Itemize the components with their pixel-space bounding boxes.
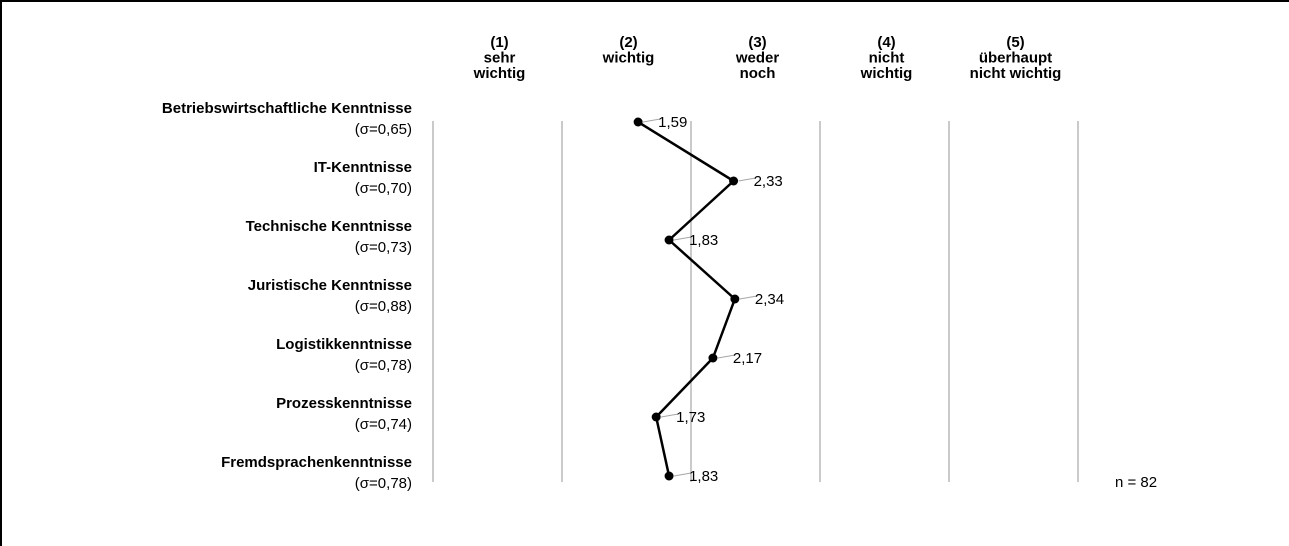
scale-header-line: wichtig <box>602 50 655 67</box>
label-leader <box>739 295 757 300</box>
category-label: Logistikkenntnisse <box>276 336 412 353</box>
sample-size-note: n = 82 <box>1115 474 1157 491</box>
category-sigma: (σ=0,78) <box>355 357 412 374</box>
category-label: Prozesskenntnisse <box>276 395 412 412</box>
scale-header-line: wichtig <box>860 65 913 82</box>
data-label: 1,83 <box>689 232 718 249</box>
label-leader <box>673 472 692 477</box>
scale-header-line: weder <box>735 50 780 67</box>
data-label: 2,17 <box>733 350 762 367</box>
scale-headers: (1) sehr wichtig(2) wichtig(3) weder noch(4) n… <box>473 34 1062 82</box>
scale-header-line: nicht wichtig <box>970 65 1062 82</box>
scale-header-line: (4) <box>877 34 895 51</box>
data-point <box>708 353 718 363</box>
scale-header-line: sehr <box>484 50 516 67</box>
category-sigma: (σ=0,70) <box>355 180 412 197</box>
scale-header-line: noch <box>740 65 776 82</box>
label-leader <box>717 354 736 359</box>
scale-header-5: (5) überhaupt nicht wichtig <box>970 34 1062 82</box>
category-label: Fremdsprachenkenntnisse <box>221 454 412 471</box>
data-label: 1,59 <box>658 114 687 131</box>
scale-header-line: überhaupt <box>979 50 1052 67</box>
data-point <box>664 471 674 481</box>
category-sigma: (σ=0,78) <box>355 475 412 492</box>
frame-corner <box>1287 0 1289 2</box>
scale-header-4: (4) nicht wichtig <box>860 34 913 82</box>
label-leader <box>738 177 756 182</box>
data-point <box>633 117 643 127</box>
data-point <box>664 235 674 245</box>
label-leader <box>661 413 679 418</box>
data-label: 2,33 <box>754 173 783 190</box>
scale-header-1: (1) sehr wichtig <box>473 34 526 82</box>
profile-series: 1,59 2,33 1,83 2,34 2,17 1,73 1,83 <box>633 114 784 485</box>
data-point <box>730 294 740 304</box>
category-label: Betriebswirtschaftliche Kenntnisse <box>162 100 412 117</box>
scale-header-line: (3) <box>748 34 766 51</box>
category-sigma: (σ=0,88) <box>355 298 412 315</box>
category-sigma: (σ=0,65) <box>355 121 412 138</box>
scale-header-line: wichtig <box>473 65 526 82</box>
scale-header-line: (1) <box>490 34 508 51</box>
data-label: 2,34 <box>755 291 784 308</box>
category-sigma: (σ=0,73) <box>355 239 412 256</box>
scale-header-line: (5) <box>1006 34 1024 51</box>
scale-header-line: (2) <box>619 34 637 51</box>
category-label: Technische Kenntnisse <box>246 218 412 235</box>
label-leader <box>673 236 692 241</box>
data-label: 1,73 <box>676 409 705 426</box>
data-point <box>651 412 661 422</box>
grid-lines <box>432 121 1079 482</box>
data-point <box>729 176 739 186</box>
category-sigma: (σ=0,74) <box>355 416 412 433</box>
category-labels: Betriebswirtschaftliche Kenntnisse (σ=0,6… <box>162 100 412 492</box>
data-label: 1,83 <box>689 468 718 485</box>
scale-header-3: (3) weder noch <box>735 34 780 82</box>
label-leader <box>643 118 661 123</box>
category-label: Juristische Kenntnisse <box>248 277 412 294</box>
scale-header-line: nicht <box>869 50 905 67</box>
scale-header-2: (2) wichtig <box>602 34 655 67</box>
category-label: IT-Kenntnisse <box>314 159 412 176</box>
